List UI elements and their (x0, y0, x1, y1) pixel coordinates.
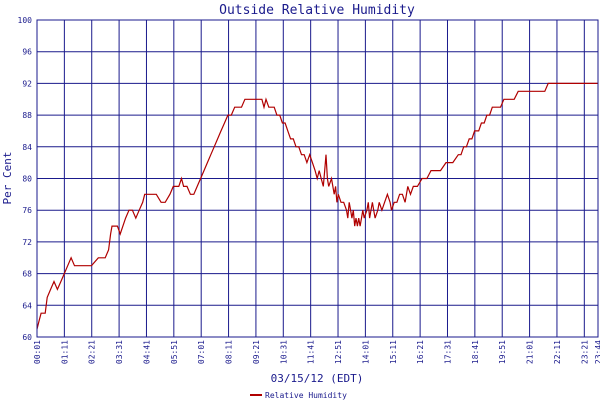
x-tick-label: 16:21 (416, 340, 425, 364)
x-tick-label: 23:21 (580, 340, 589, 364)
x-tick-label: 05:51 (170, 340, 179, 364)
x-tick-label: 03:31 (115, 340, 124, 364)
x-tick-label: 23:44 (594, 340, 600, 364)
y-tick-label: 84 (22, 143, 32, 152)
y-tick-label: 88 (22, 111, 32, 120)
y-tick-label: 64 (22, 301, 32, 310)
x-axis-label: 03/15/12 (EDT) (271, 372, 364, 385)
x-tick-label: 08:11 (225, 340, 234, 364)
x-tick-label: 19:51 (498, 340, 507, 364)
x-tick-label: 07:01 (197, 340, 206, 364)
y-axis-label: Per Cent (1, 152, 14, 205)
legend-label-relative-humidity: Relative Humidity (265, 391, 347, 400)
x-tick-label: 09:21 (252, 340, 261, 364)
plot-border (36, 19, 599, 338)
y-tick-label: 68 (22, 270, 32, 279)
series-lines (36, 82, 598, 330)
x-tick-label: 11:41 (307, 340, 316, 364)
x-tick-label: 00:01 (33, 340, 42, 364)
x-tick-label: 22:11 (553, 340, 562, 364)
series-line-relative-humidity (36, 82, 598, 330)
x-tick-label: 17:31 (443, 340, 452, 364)
x-tick-labels: 00:01 01:11 02:21 03:31 04:41 05:51 07:01 08:11… (33, 340, 600, 364)
x-tick-label: 02:21 (88, 340, 97, 364)
x-tick-label: 10:31 (279, 340, 288, 364)
legend: Relative Humidity (250, 391, 347, 400)
x-tick-label: 12:51 (334, 340, 343, 364)
x-tick-label: 04:41 (142, 340, 151, 364)
y-tick-label: 76 (22, 206, 32, 215)
x-tick-label: 15:11 (389, 340, 398, 364)
y-tick-label: 100 (18, 16, 33, 25)
y-tick-label: 80 (22, 175, 32, 184)
y-tick-label: 96 (22, 48, 32, 57)
x-tick-label: 21:01 (526, 340, 535, 364)
x-tick-label: 18:41 (471, 340, 480, 364)
y-tick-label: 72 (22, 238, 32, 247)
x-tick-label: 01:11 (60, 340, 69, 364)
chart-title: Outside Relative Humidity (219, 3, 415, 18)
x-tick-label: 14:01 (361, 340, 370, 364)
y-tick-labels: 60 64 68 72 76 80 84 88 92 96 100 (18, 16, 33, 342)
y-tick-label: 92 (22, 79, 32, 88)
y-tick-label: 60 (22, 333, 32, 342)
